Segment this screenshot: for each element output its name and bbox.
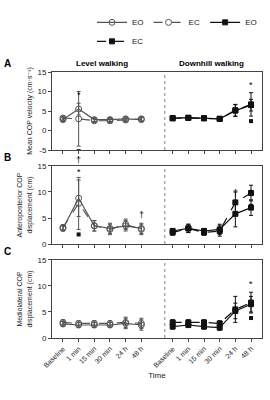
svg-text:Baseline: Baseline [42, 345, 66, 369]
svg-text:†: † [139, 210, 144, 220]
svg-text:EO: EO [132, 18, 144, 27]
svg-text:Mediolateral COPdisplacement (: Mediolateral COPdisplacement (cm) [16, 270, 33, 327]
svg-text:24 h: 24 h [114, 345, 129, 360]
svg-text:5: 5 [42, 308, 47, 317]
svg-text:B: B [4, 152, 11, 163]
svg-text:*: * [77, 167, 81, 177]
svg-text:EC: EC [189, 18, 200, 27]
svg-text:30 min: 30 min [203, 345, 223, 365]
svg-text:EC: EC [132, 37, 143, 46]
svg-text:0: 0 [42, 126, 47, 135]
svg-text:Level walking: Level walking [76, 59, 128, 68]
svg-text:A: A [4, 58, 11, 69]
svg-text:1 min: 1 min [65, 345, 82, 362]
svg-text:Mean COP velocity (cm·s⁻¹): Mean COP velocity (cm·s⁻¹) [26, 67, 34, 155]
svg-text:†: † [76, 155, 81, 165]
svg-text:0: 0 [42, 240, 47, 249]
svg-text:1 min: 1 min [174, 345, 191, 362]
svg-text:0: 0 [42, 334, 47, 343]
svg-text:15: 15 [37, 68, 46, 77]
svg-text:*: * [249, 279, 253, 289]
svg-text:24 h: 24 h [224, 345, 239, 360]
svg-text:-5: -5 [39, 146, 47, 155]
svg-text:†: † [233, 188, 238, 198]
svg-text:*: * [249, 187, 253, 197]
svg-text:15 min: 15 min [187, 345, 207, 365]
svg-text:Baseline: Baseline [152, 345, 176, 369]
svg-text:*: * [77, 90, 81, 100]
svg-text:*: * [249, 80, 253, 90]
svg-text:Anteroposterior COPdisplacemen: Anteroposterior COPdisplacement (cm) [16, 172, 33, 237]
svg-text:10: 10 [37, 87, 46, 96]
svg-text:Downhill walking: Downhill walking [179, 59, 244, 68]
svg-text:5: 5 [42, 107, 47, 116]
svg-text:15 min: 15 min [78, 345, 98, 365]
svg-text:10: 10 [37, 188, 46, 197]
svg-text:48 h: 48 h [240, 345, 255, 360]
svg-text:10: 10 [37, 282, 46, 291]
svg-text:Time: Time [148, 371, 166, 380]
svg-text:EO: EO [245, 18, 257, 27]
svg-text:15: 15 [37, 162, 46, 171]
svg-text:15: 15 [37, 256, 46, 265]
svg-text:5: 5 [42, 214, 47, 223]
svg-text:48 h: 48 h [130, 345, 145, 360]
svg-text:C: C [4, 246, 11, 257]
svg-text:30 min: 30 min [93, 345, 113, 365]
